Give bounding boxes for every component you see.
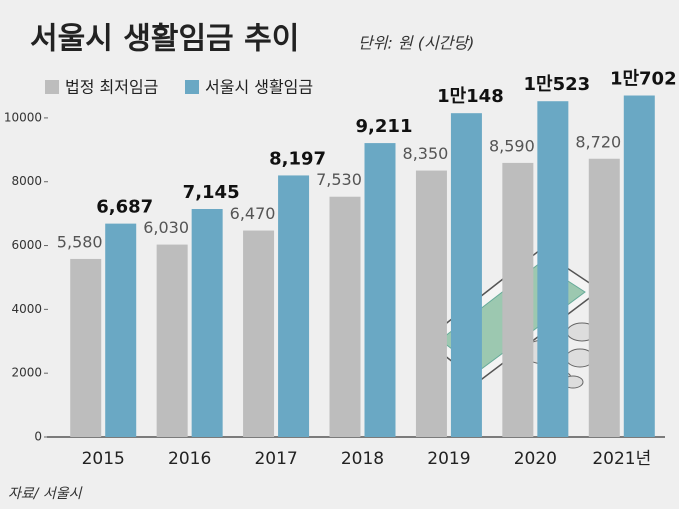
legend-label: 서울시 생활임금 bbox=[205, 78, 313, 97]
x-tick-label: 2015 bbox=[82, 449, 125, 469]
x-tick-label: 2017 bbox=[254, 449, 297, 469]
source: 자료/ 서울시 bbox=[8, 486, 83, 502]
bar bbox=[588, 158, 620, 437]
bar bbox=[450, 113, 482, 437]
bar bbox=[156, 244, 188, 437]
bar bbox=[70, 258, 102, 437]
legend-swatch bbox=[185, 80, 199, 94]
value-label: 8,590 bbox=[489, 136, 535, 155]
bar bbox=[537, 101, 569, 437]
bar bbox=[329, 196, 361, 437]
bar bbox=[502, 162, 534, 437]
x-tick-label: 2018 bbox=[341, 449, 384, 469]
y-tick-label: 8000 bbox=[11, 174, 42, 188]
bar bbox=[415, 170, 447, 438]
bar bbox=[105, 223, 137, 437]
value-label: 7,530 bbox=[316, 170, 362, 189]
value-label: 8,197 bbox=[269, 148, 326, 169]
value-label: 6,030 bbox=[143, 218, 189, 237]
x-tick-label: 2019 bbox=[427, 449, 470, 469]
y-tick-label: 4000 bbox=[11, 302, 42, 316]
x-tick-label: 2016 bbox=[168, 449, 211, 469]
value-label: 8,350 bbox=[403, 144, 449, 163]
x-tick-label: 2021년 bbox=[592, 449, 651, 469]
bar bbox=[191, 209, 223, 437]
value-label: 6,470 bbox=[230, 204, 276, 223]
unit-note: 단위: 원 (시간당) bbox=[358, 34, 474, 53]
bar bbox=[243, 230, 275, 437]
y-tick-label: 10000 bbox=[4, 110, 42, 124]
legend-label: 법정 최저임금 bbox=[65, 78, 158, 97]
bar bbox=[364, 143, 396, 437]
chart-title: 서울시 생활임금 추이 bbox=[30, 22, 299, 57]
y-tick-label: 6000 bbox=[11, 238, 42, 252]
value-label: 6,687 bbox=[96, 197, 153, 218]
legend-swatch bbox=[45, 80, 59, 94]
value-label: 1만148 bbox=[437, 86, 504, 107]
value-label: 1만523 bbox=[524, 74, 591, 95]
value-label: 9,211 bbox=[356, 116, 413, 137]
x-tick-label: 2020 bbox=[514, 449, 557, 469]
value-label: 8,720 bbox=[575, 132, 621, 151]
y-tick-label: 0 bbox=[34, 430, 42, 444]
y-tick-label: 2000 bbox=[11, 366, 42, 380]
bar bbox=[623, 95, 655, 437]
value-label: 5,580 bbox=[57, 232, 103, 251]
value-label: 7,145 bbox=[183, 182, 240, 203]
bar bbox=[278, 175, 310, 438]
value-label: 1만702 bbox=[610, 69, 677, 90]
